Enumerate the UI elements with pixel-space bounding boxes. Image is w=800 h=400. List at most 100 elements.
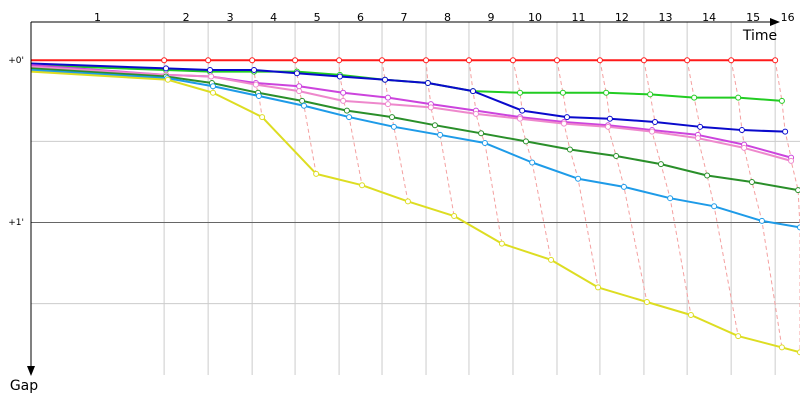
point	[758, 217, 765, 224]
lap-connector	[468, 60, 503, 244]
lap-label: 8	[444, 11, 451, 24]
point	[548, 256, 555, 263]
point	[522, 138, 529, 145]
point	[390, 123, 397, 130]
point	[640, 57, 647, 64]
point	[255, 92, 262, 99]
lap-label: 15	[746, 11, 760, 24]
point	[252, 81, 259, 88]
point	[782, 128, 789, 135]
point	[694, 135, 701, 142]
series-line	[30, 69, 800, 229]
point	[738, 127, 745, 134]
point	[481, 140, 488, 147]
point	[519, 107, 526, 114]
point	[735, 94, 742, 101]
point	[509, 57, 516, 64]
y-tick-label: +1'	[8, 218, 24, 228]
lap-label: 13	[659, 11, 673, 24]
lap-label: 14	[702, 11, 716, 24]
lap-label: 3	[227, 11, 234, 24]
point	[778, 344, 785, 351]
point	[161, 57, 168, 64]
series-line	[30, 70, 800, 354]
point	[643, 299, 650, 306]
point	[563, 114, 570, 121]
lap-label: 10	[528, 11, 542, 24]
lap-connector	[338, 60, 363, 186]
point	[704, 172, 711, 179]
point	[431, 122, 438, 129]
point	[735, 333, 742, 340]
point	[657, 161, 664, 168]
point	[300, 102, 307, 109]
point	[336, 73, 343, 80]
point	[251, 67, 258, 74]
point	[249, 57, 256, 64]
x-axis-title: Time	[742, 28, 777, 44]
series-line	[30, 62, 786, 133]
point	[299, 97, 306, 104]
point	[498, 240, 505, 247]
point	[772, 57, 779, 64]
point	[478, 130, 485, 137]
lap-connector	[774, 60, 800, 353]
point	[437, 131, 444, 138]
point	[340, 97, 347, 104]
point	[340, 89, 347, 96]
point	[728, 57, 735, 64]
lap-label: 12	[615, 11, 629, 24]
y-tick-label: +0'	[8, 56, 24, 66]
lap-label: 1	[94, 11, 101, 24]
point	[741, 144, 748, 151]
point	[427, 104, 434, 111]
point	[313, 170, 320, 177]
point	[209, 83, 216, 90]
point	[516, 89, 523, 96]
point	[748, 178, 755, 185]
point	[516, 115, 523, 122]
point	[684, 57, 691, 64]
point	[359, 182, 366, 189]
lap-label: 16	[781, 11, 795, 24]
point	[691, 94, 698, 101]
point	[647, 91, 654, 98]
point	[652, 118, 659, 125]
point	[384, 94, 391, 101]
point	[687, 311, 694, 318]
point	[595, 284, 602, 291]
point	[797, 349, 800, 356]
point	[596, 57, 603, 64]
point	[451, 213, 458, 220]
lap-label: 11	[571, 11, 585, 24]
point	[346, 114, 353, 121]
lap-label: 4	[270, 11, 277, 24]
point	[561, 120, 568, 127]
lap-label: 9	[487, 11, 494, 24]
point	[778, 97, 785, 104]
point	[163, 65, 170, 72]
point	[795, 187, 800, 194]
lap-connector	[686, 60, 739, 337]
point	[613, 153, 620, 160]
point	[553, 57, 560, 64]
series-line	[30, 65, 792, 162]
lap-connector	[599, 60, 648, 303]
lap-connectors	[163, 60, 800, 353]
point	[343, 107, 350, 114]
point	[424, 80, 431, 87]
point	[606, 115, 613, 122]
point	[529, 159, 536, 166]
grid	[31, 22, 800, 375]
lap-label: 6	[357, 11, 364, 24]
series-lines	[30, 57, 800, 356]
point	[797, 224, 800, 231]
axes: Time Gap 1 2 3 4 5 6 7 8 9 10 11 12 13 14 15 16+0'+1'	[8, 11, 794, 394]
point	[603, 89, 610, 96]
point	[620, 183, 627, 190]
point	[697, 123, 704, 130]
point	[384, 101, 391, 108]
lap-connector	[643, 60, 692, 316]
point	[605, 123, 612, 130]
